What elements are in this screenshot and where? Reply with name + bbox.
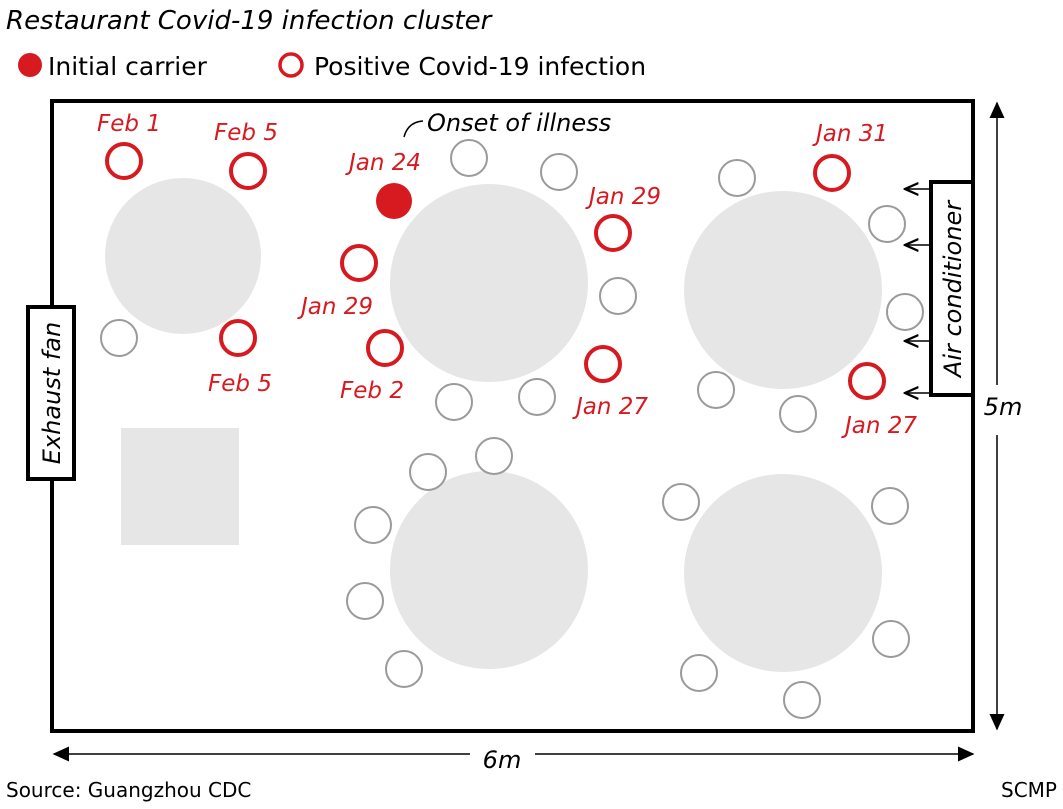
table-b [390,184,588,382]
infected-seat [340,244,378,282]
infected-seat [584,345,622,383]
empty-seat [783,681,821,719]
empty-seat [385,650,423,688]
empty-seat [697,371,735,409]
case-label: Jan 27 [841,413,917,439]
case-label: Jan 31 [812,121,888,147]
initial-carrier-marker [18,53,42,77]
empty-seat [540,153,578,191]
width-label: 6m [483,746,522,774]
empty-seat [886,293,924,331]
legend: Initial carrier Positive Covid-19 infect… [18,52,646,81]
infected-seat [594,214,632,252]
case-label: Jan 29 [585,184,661,210]
empty-seat [599,277,637,315]
empty-seat [354,506,392,544]
table-c [684,191,882,389]
empty-seat [872,620,910,658]
source-text: Source: Guangzhou CDC [6,778,251,802]
infected-seat [813,154,851,192]
exhaust-fan-label: Exhaust fan [38,322,66,464]
case-labels: Feb 1 Feb 5 Feb 5 Jan 24 Jan 29 Feb 2 Ja… [97,111,917,439]
empty-seat [868,205,906,243]
chart-title: Restaurant Covid-19 infection cluster [6,6,494,36]
airflow-arrows [905,189,931,393]
onset-label: Onset of illness [427,109,611,137]
case-label: Feb 5 [208,371,272,397]
exhaust-fan: Exhaust fan [26,305,76,481]
infected-seat [229,152,267,190]
case-label: Feb 1 [97,111,161,137]
empty-seat [346,582,384,620]
onset-leader-line [403,120,424,138]
tables [105,178,882,672]
height-label: 5m [984,393,1023,421]
infected-seat [848,362,886,400]
empty-seat [871,487,909,525]
infected-seat [219,319,257,357]
empty-seat [680,654,718,692]
air-conditioner: Air conditioner [905,180,975,395]
case-label: Feb 2 [340,378,404,404]
case-label: Feb 5 [214,120,278,146]
empty-seat [779,395,817,433]
empty-seat [450,139,488,177]
table-e [684,474,882,672]
empty-seat [435,383,473,421]
case-label: Jan 24 [345,150,421,176]
credit-text: SCMP [1001,778,1057,802]
infected-seats [105,142,886,400]
case-label: Jan 27 [572,394,648,420]
table-a [105,178,261,334]
infected-seat [366,329,404,367]
empty-seat [518,378,556,416]
empty-seat [662,483,700,521]
dimension-height: 5m [984,101,1023,731]
air-conditioner-label: Air conditioner [939,199,967,379]
empty-seat [475,437,513,475]
empty-seat [409,453,447,491]
legend-positive: Positive Covid-19 infection [314,52,646,81]
table-d [390,471,588,669]
infected-seat [105,142,143,180]
dimension-width: 6m [52,746,975,774]
chairs [100,139,924,719]
case-label: Jan 29 [297,294,373,320]
empty-seat [100,319,138,357]
empty-seat [718,159,756,197]
square-table [121,428,239,545]
initial-carrier-seat [376,183,412,219]
legend-initial-carrier: Initial carrier [48,52,208,81]
positive-marker [278,52,304,78]
